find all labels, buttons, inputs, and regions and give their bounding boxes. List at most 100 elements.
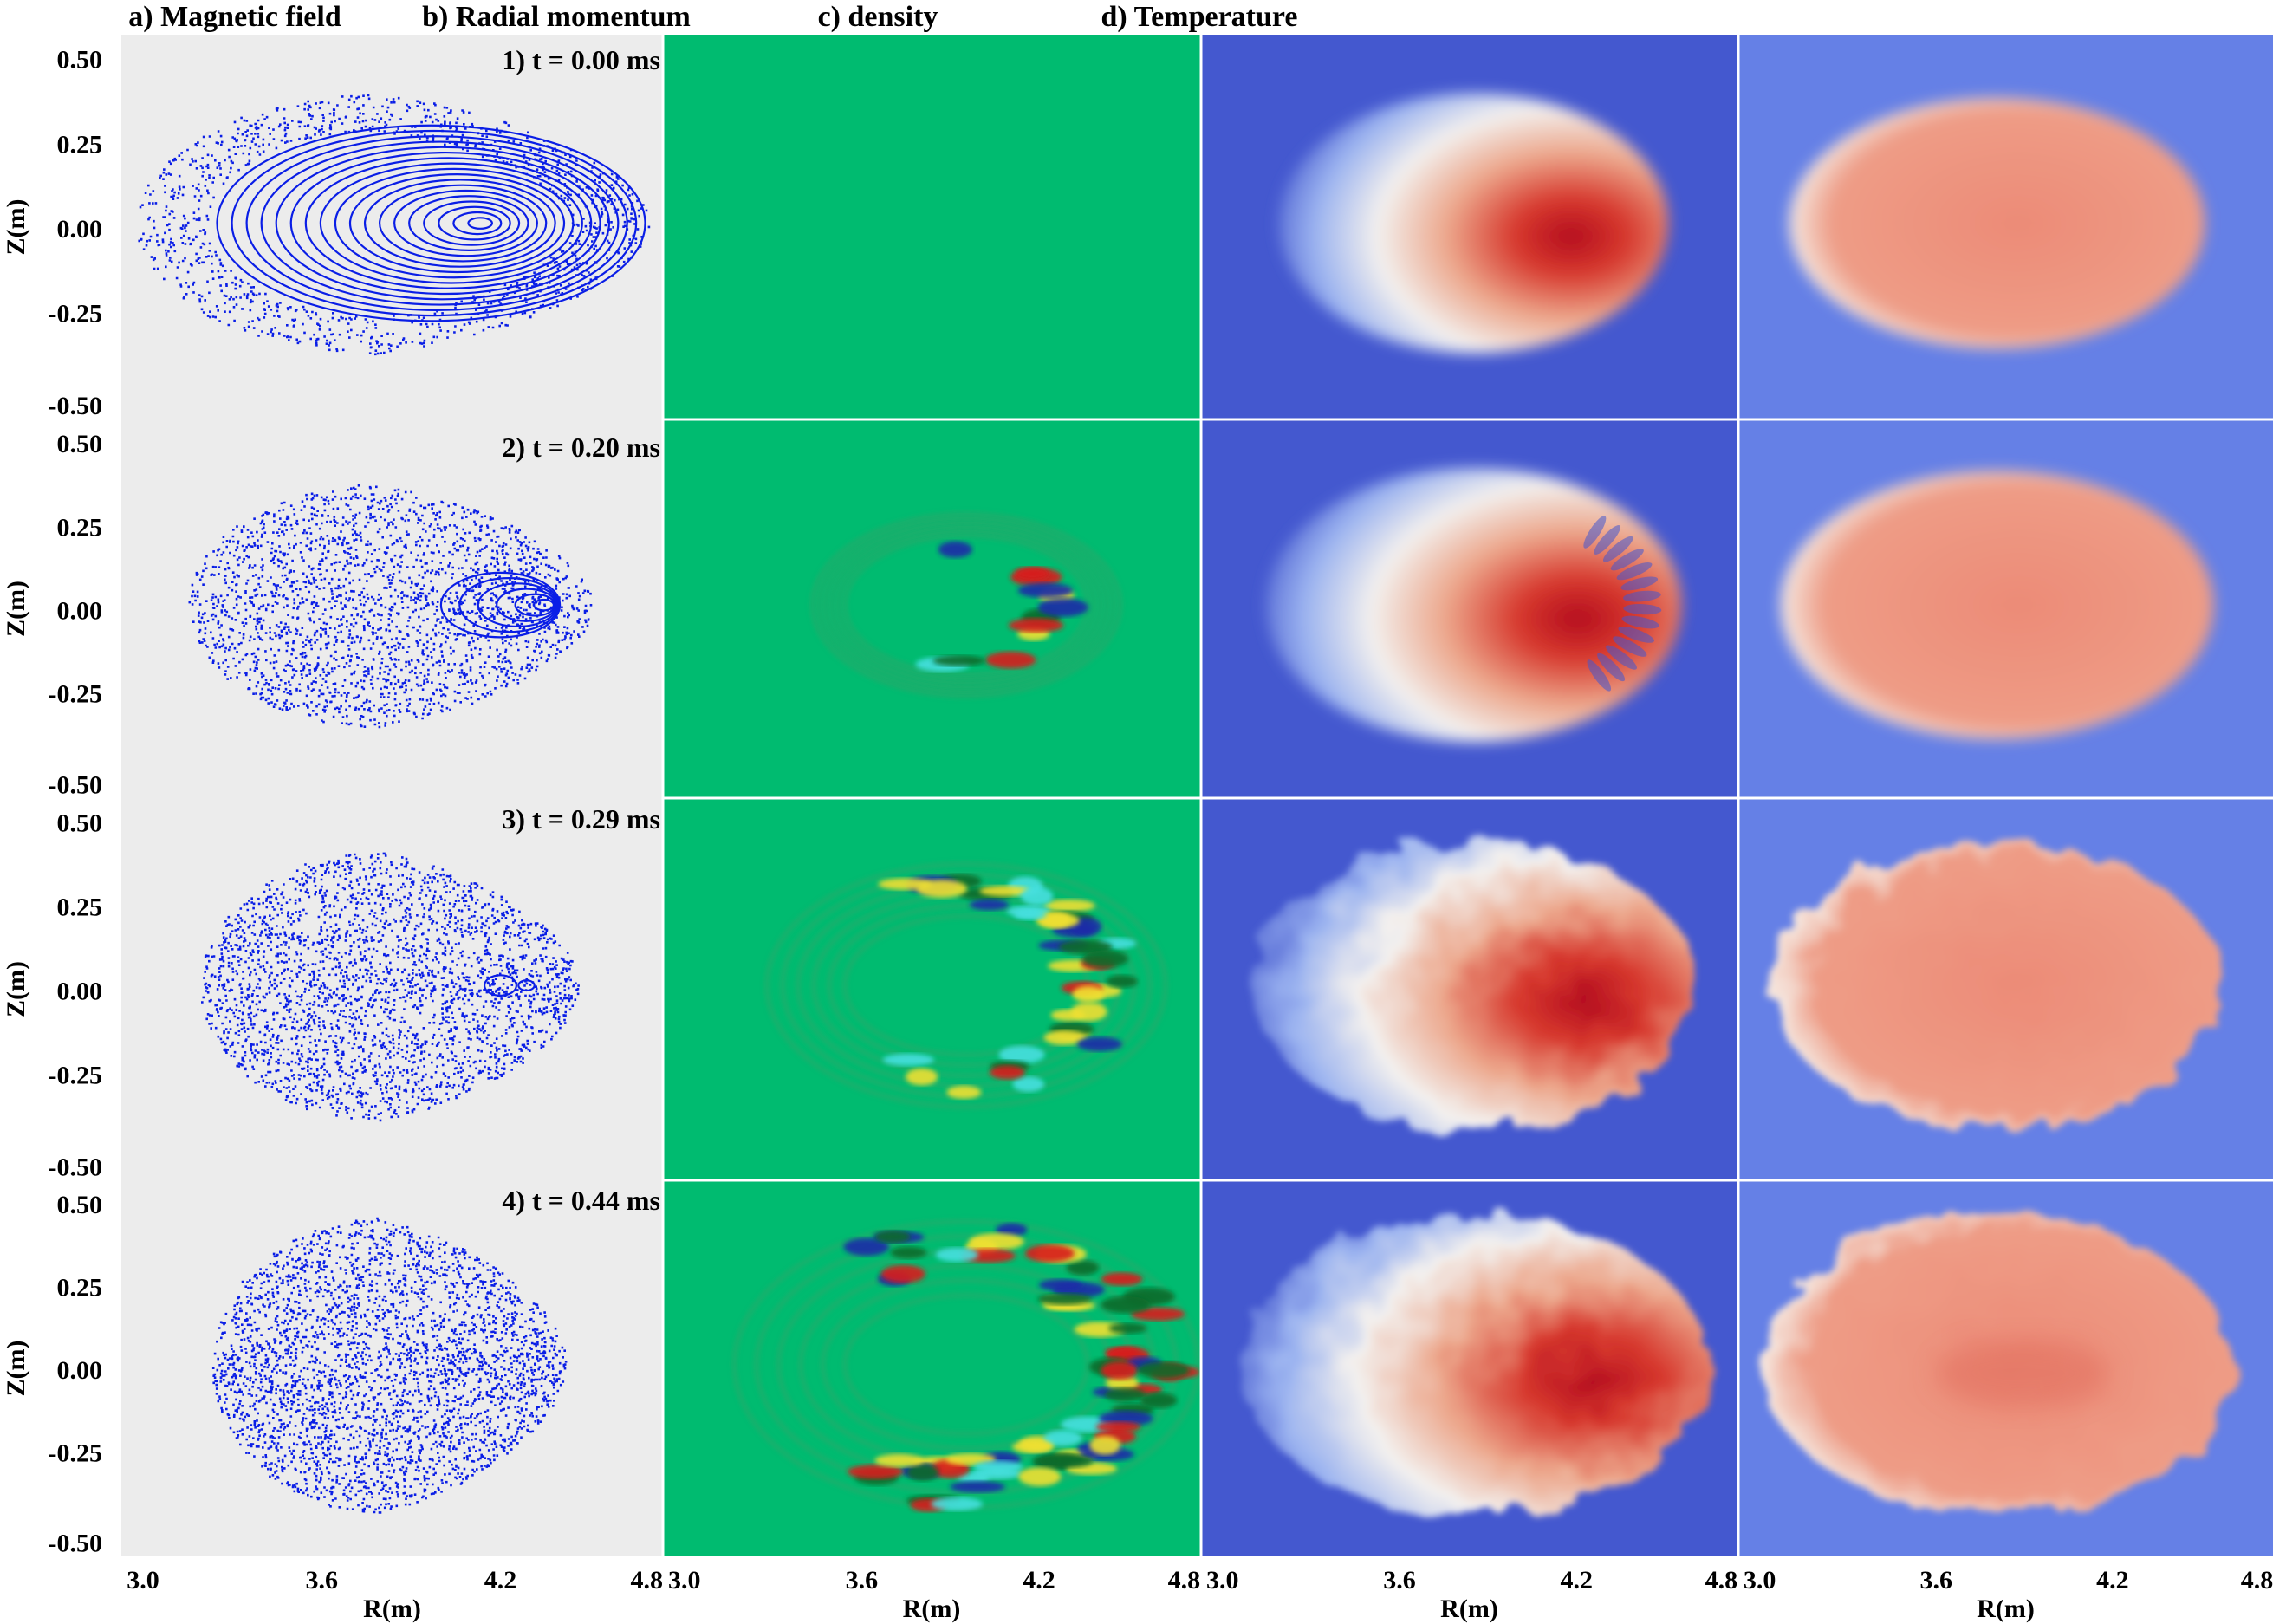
panel-background xyxy=(121,419,663,798)
poincare-points xyxy=(211,1217,568,1514)
flux-surface xyxy=(496,588,557,622)
density-profile xyxy=(1252,841,1695,1130)
x-axis-label: R(m) xyxy=(1440,1595,1498,1623)
temperature-profile xyxy=(1780,471,2214,740)
momentum-perturbation xyxy=(764,861,1168,1109)
x-tick-label: 3.6 xyxy=(846,1566,879,1595)
momentum-blob xyxy=(1095,1421,1141,1432)
temperature-profile xyxy=(1789,97,2205,349)
y-tick-label: 0.25 xyxy=(57,1274,103,1302)
panel-density-row4 xyxy=(1201,1180,1737,1556)
chaotic-field-lines xyxy=(211,1217,568,1514)
panel-temperature-row1 xyxy=(1738,35,2273,419)
flux-surface xyxy=(393,189,538,257)
momentum-blob xyxy=(1037,1293,1092,1305)
panel-momentum-row3 xyxy=(663,798,1200,1180)
momentum-perturbation xyxy=(810,511,1122,698)
y-tick-label: -0.25 xyxy=(49,680,103,709)
x-tick-label: 4.2 xyxy=(1561,1566,1594,1595)
flux-surface xyxy=(477,582,559,628)
momentum-blob xyxy=(1066,1260,1100,1276)
y-tick-label: 0.00 xyxy=(57,597,103,626)
momentum-blob xyxy=(1076,1036,1122,1052)
panel-magnetic-row2 xyxy=(121,419,663,798)
flux-surface xyxy=(260,140,620,306)
panel-magnetic-row4 xyxy=(121,1180,663,1556)
momentum-blob xyxy=(1137,1361,1190,1380)
panel-momentum-row2 xyxy=(663,419,1200,798)
y-tick-label: -0.25 xyxy=(49,1439,103,1467)
flux-surface xyxy=(514,593,556,617)
y-axis-label: Z(m) xyxy=(2,199,30,256)
panel-background xyxy=(663,419,1200,798)
wave-front xyxy=(764,861,1168,1109)
flux-surface xyxy=(438,205,511,241)
x-tick-label: 4.2 xyxy=(1023,1566,1055,1595)
flux-surface xyxy=(439,571,562,639)
panel-background xyxy=(121,1180,663,1556)
panel-magnetic-row1 xyxy=(121,35,663,419)
momentum-blob xyxy=(990,1065,1025,1080)
panel-temperature-row2 xyxy=(1738,419,2273,798)
y-tick-label: -0.50 xyxy=(49,1153,103,1181)
momentum-blob xyxy=(1081,950,1128,968)
x-tick-label: 4.8 xyxy=(631,1566,664,1595)
momentum-blob xyxy=(938,541,973,558)
momentum-blob xyxy=(1131,1307,1185,1322)
momentum-blob xyxy=(946,1085,982,1099)
momentum-blob xyxy=(1012,1076,1045,1092)
flux-surface xyxy=(423,200,521,246)
flux-surface xyxy=(231,129,638,317)
wave-front xyxy=(836,529,1096,681)
momentum-blob xyxy=(1104,1387,1146,1402)
momentum-blob xyxy=(874,1453,924,1467)
momentum-blob xyxy=(1106,975,1139,988)
temperature-profile xyxy=(1771,842,2223,1129)
momentum-blob xyxy=(985,651,1036,669)
momentum-blob xyxy=(882,1053,935,1066)
flux-surface xyxy=(458,576,560,633)
column-titles: a) Magnetic field b) Radial momentum c) … xyxy=(128,1,1297,33)
wave-front xyxy=(810,511,1122,698)
flux-surface xyxy=(379,184,548,263)
y-axis-label: Z(m) xyxy=(2,961,30,1017)
momentum-blob xyxy=(996,1223,1028,1237)
panel-temperature-row3 xyxy=(1738,798,2273,1180)
momentum-blob xyxy=(931,1497,984,1511)
x-tick-label: 3.6 xyxy=(306,1566,339,1595)
momentum-blob xyxy=(1017,582,1074,598)
momentum-blob xyxy=(1140,1393,1178,1408)
panel-magnetic-row3 xyxy=(121,798,663,1180)
momentum-blob xyxy=(1043,1030,1086,1045)
momentum-blob xyxy=(848,1465,904,1479)
momentum-blob xyxy=(906,1464,939,1481)
row-label-1: 1) t = 0.00 ms xyxy=(502,44,660,75)
flux-surface xyxy=(319,162,583,284)
y-tick-label: 0.00 xyxy=(57,215,103,244)
poincare-points xyxy=(188,484,593,729)
momentum-blob xyxy=(1024,1244,1075,1263)
x-tick-label: 3.6 xyxy=(1920,1566,1953,1595)
flux-surface xyxy=(452,211,503,236)
flux-surface xyxy=(304,157,593,289)
flux-surface xyxy=(532,598,555,612)
row-label-3: 3) t = 0.29 ms xyxy=(502,803,660,835)
panel-density-row3 xyxy=(1201,798,1737,1180)
momentum-blob xyxy=(1108,1322,1147,1334)
x-tick-label: 3.6 xyxy=(1383,1566,1416,1595)
y-tick-label: 0.25 xyxy=(57,893,103,921)
column-title-magnetic: a) Magnetic field xyxy=(128,1,341,33)
momentum-blob xyxy=(874,1231,911,1244)
column-title-density: c) density xyxy=(818,1,938,33)
momentum-blob xyxy=(1043,1430,1082,1446)
wave-front xyxy=(842,1293,1090,1437)
momentum-blob xyxy=(950,1481,1005,1493)
x-tick-label: 3.0 xyxy=(127,1566,159,1595)
panel-background xyxy=(121,798,663,1180)
momentum-blob xyxy=(1013,909,1047,920)
momentum-blob xyxy=(935,1247,979,1263)
momentum-blob xyxy=(1037,598,1088,617)
momentum-blob xyxy=(1101,1272,1143,1286)
momentum-blob xyxy=(906,1068,938,1086)
